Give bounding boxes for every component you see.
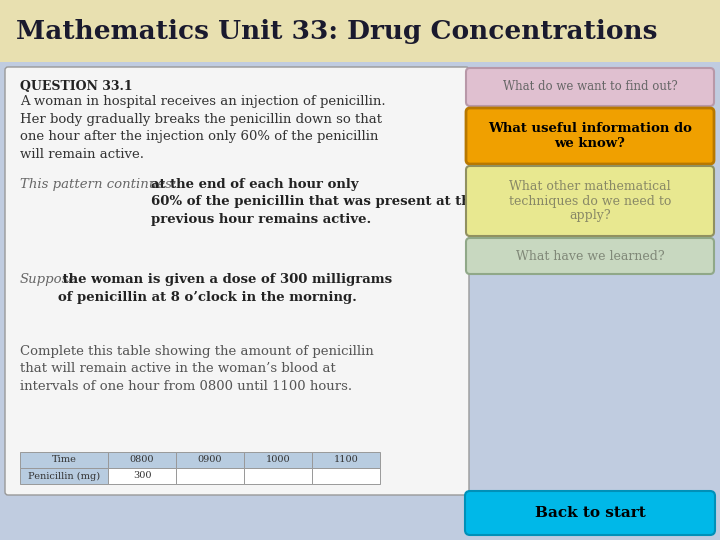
FancyBboxPatch shape [466, 108, 714, 164]
Text: Penicillin (mg): Penicillin (mg) [28, 471, 100, 481]
Text: What do we want to find out?: What do we want to find out? [503, 80, 678, 93]
Bar [176, 468, 244, 484]
Bar [20, 468, 108, 484]
Text: A woman in hospital receives an injection of penicillin.
Her body gradually brea: A woman in hospital receives an injectio… [20, 95, 386, 160]
Text: This pattern continues:: This pattern continues: [20, 178, 181, 191]
Text: Complete this table showing the amount of penicillin
that will remain active in : Complete this table showing the amount o… [20, 345, 374, 393]
Text: the woman is given a dose of 300 milligrams
of penicillin at 8 o’clock in the mo: the woman is given a dose of 300 milligr… [58, 273, 392, 303]
Bar [312, 452, 380, 468]
Text: 1100: 1100 [333, 456, 359, 464]
Text: 300: 300 [132, 471, 151, 481]
Bar [244, 468, 312, 484]
FancyBboxPatch shape [466, 238, 714, 274]
FancyBboxPatch shape [466, 166, 714, 236]
Text: 0800: 0800 [130, 456, 154, 464]
FancyBboxPatch shape [5, 67, 469, 495]
Text: Mathematics Unit 33: Drug Concentrations: Mathematics Unit 33: Drug Concentrations [16, 18, 657, 44]
Text: What useful information do
we know?: What useful information do we know? [488, 122, 692, 150]
Text: What other mathematical
techniques do we need to
apply?: What other mathematical techniques do we… [509, 179, 671, 222]
Bar [0, 0, 720, 62]
Text: QUESTION 33.1: QUESTION 33.1 [20, 80, 132, 93]
Bar [176, 452, 244, 468]
Text: Back to start: Back to start [535, 506, 645, 520]
FancyBboxPatch shape [465, 491, 715, 535]
Text: at the end of each hour only
60% of the penicillin that was present at the end o: at the end of each hour only 60% of the … [150, 178, 558, 226]
FancyBboxPatch shape [466, 68, 714, 106]
Bar [312, 468, 380, 484]
Text: Time: Time [52, 456, 76, 464]
Text: 0900: 0900 [198, 456, 222, 464]
Bar [244, 452, 312, 468]
Text: Suppose: Suppose [20, 273, 77, 286]
Text: What have we learned?: What have we learned? [516, 249, 665, 262]
Bar [108, 468, 176, 484]
Text: 1000: 1000 [266, 456, 290, 464]
Bar [20, 452, 108, 468]
Bar [108, 452, 176, 468]
